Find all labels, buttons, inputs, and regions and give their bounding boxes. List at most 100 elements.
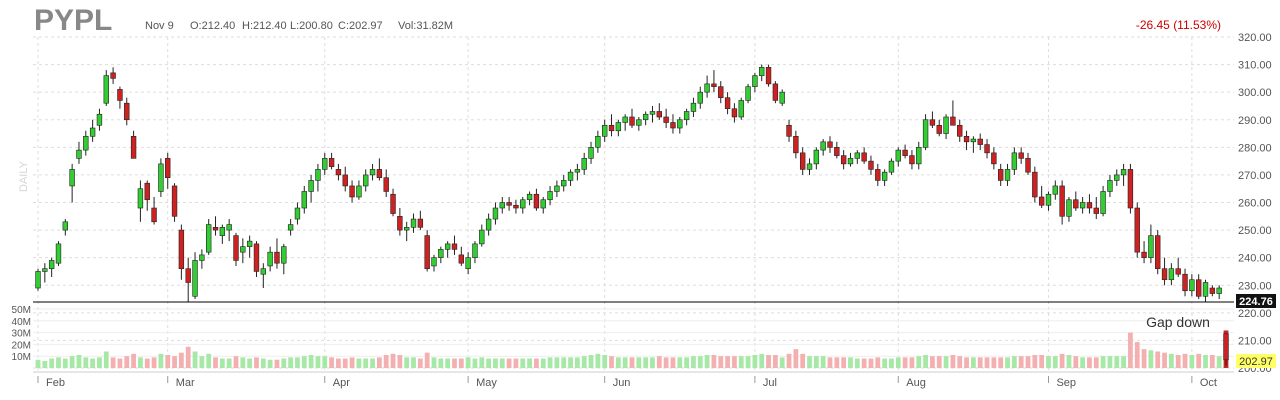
candle-body: [397, 215, 403, 231]
price-candles: [35, 64, 1229, 366]
volume-bar: [779, 357, 785, 368]
candle-body: [793, 136, 799, 154]
candle-body: [718, 86, 724, 98]
candle-body: [847, 158, 854, 165]
ohlc-date: Nov 9: [145, 20, 174, 32]
volume-bar: [233, 356, 239, 368]
volume-bar: [1039, 355, 1045, 368]
volume-bar: [1128, 332, 1133, 368]
volume-bar: [895, 357, 901, 368]
volume-bar: [1141, 349, 1147, 368]
x-tick-label: Aug: [906, 377, 926, 389]
candle-body: [171, 185, 178, 217]
candle-body: [117, 89, 123, 101]
volume-bar: [417, 358, 423, 368]
volume-bar: [499, 358, 505, 368]
candle-body: [144, 182, 150, 201]
volume-bar: [56, 357, 61, 368]
candle-body: [786, 124, 792, 137]
volume-bar: [472, 358, 478, 368]
volume-bar: [1107, 356, 1113, 368]
volume-bar: [725, 356, 730, 368]
candle-body: [656, 111, 663, 118]
candle-body: [301, 191, 307, 209]
candle-body: [1120, 169, 1127, 176]
candle-body: [356, 185, 362, 198]
candle-body: [492, 207, 499, 220]
volume-bar: [226, 358, 232, 368]
y-tick-label: 270.00: [1238, 170, 1272, 182]
axis-labels: 320.00 310.00 300.00 290.00 280.00 270.00 260.…: [12, 32, 1272, 389]
volume-bar: [213, 357, 218, 368]
volume-bar: [964, 357, 969, 368]
candle-body: [554, 185, 560, 192]
volume-bar: [254, 357, 259, 368]
volume-bar: [943, 356, 949, 368]
volume-bar: [1148, 350, 1154, 368]
candle-body: [69, 169, 75, 187]
volume-bar: [97, 357, 102, 368]
volume-bar: [288, 357, 294, 368]
volume-bar: [151, 357, 157, 368]
candle-body: [206, 224, 212, 253]
candle-body: [547, 191, 553, 201]
candle-body: [479, 229, 485, 245]
volume-bar: [977, 357, 983, 368]
candle-body: [1161, 268, 1168, 281]
candle-body: [1107, 180, 1113, 192]
candle-body: [513, 204, 519, 209]
candle-body: [451, 243, 458, 250]
volume-bars: [35, 330, 1229, 368]
candle-body: [840, 155, 847, 165]
candle-body: [1175, 268, 1181, 275]
candle-body: [984, 144, 990, 154]
candle-body: [417, 218, 424, 228]
volume-bar: [295, 357, 300, 368]
y-tick-label: 300.00: [1238, 87, 1272, 99]
volume-bar: [144, 358, 150, 368]
candle-body: [328, 158, 335, 167]
volume-bar: [745, 356, 751, 368]
candle-body: [1202, 282, 1209, 297]
volume-bar: [520, 358, 526, 368]
candle-body: [281, 246, 287, 264]
candle-body: [834, 147, 840, 156]
y-tick-label: 280.00: [1238, 142, 1272, 154]
volume-bar: [1073, 356, 1079, 368]
volume-bar: [772, 355, 778, 368]
candle-body: [1045, 193, 1052, 206]
candle-body: [649, 111, 656, 115]
candle-body: [240, 246, 246, 253]
x-tick-label: Jul: [763, 377, 777, 389]
volume-bar: [1209, 355, 1215, 368]
candle-body: [499, 202, 505, 209]
volume-bar: [383, 355, 389, 368]
volume-bar: [684, 357, 690, 368]
volume-bar: [110, 357, 116, 368]
candle-body: [219, 227, 226, 236]
candle-body: [520, 199, 526, 209]
y-tick-label: 320.00: [1238, 32, 1272, 44]
candle-body: [1059, 185, 1065, 217]
volume-bar: [636, 357, 642, 368]
volume-bar: [697, 356, 703, 368]
volume-bar: [1175, 355, 1181, 368]
candle-body: [1086, 202, 1093, 209]
volume-bar: [841, 357, 847, 368]
volume-bar: [1182, 353, 1188, 368]
candle-body: [970, 138, 977, 143]
volume-bar: [1080, 357, 1086, 368]
candle-body: [561, 180, 567, 187]
candle-body: [472, 243, 478, 258]
volume-bar: [1046, 356, 1051, 368]
candle-body: [226, 224, 232, 231]
candle-body: [670, 122, 676, 129]
volume-bar: [397, 355, 403, 368]
volume-bar: [643, 357, 649, 368]
candle-body: [294, 207, 301, 220]
volume-bar: [42, 360, 48, 368]
volume-bar: [342, 358, 348, 368]
candle-body: [1189, 279, 1195, 292]
candle-body: [806, 163, 813, 170]
